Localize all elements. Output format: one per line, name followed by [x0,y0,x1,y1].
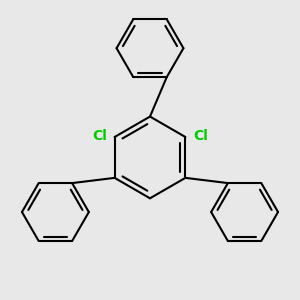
Text: Cl: Cl [193,128,208,142]
Text: Cl: Cl [92,128,107,142]
